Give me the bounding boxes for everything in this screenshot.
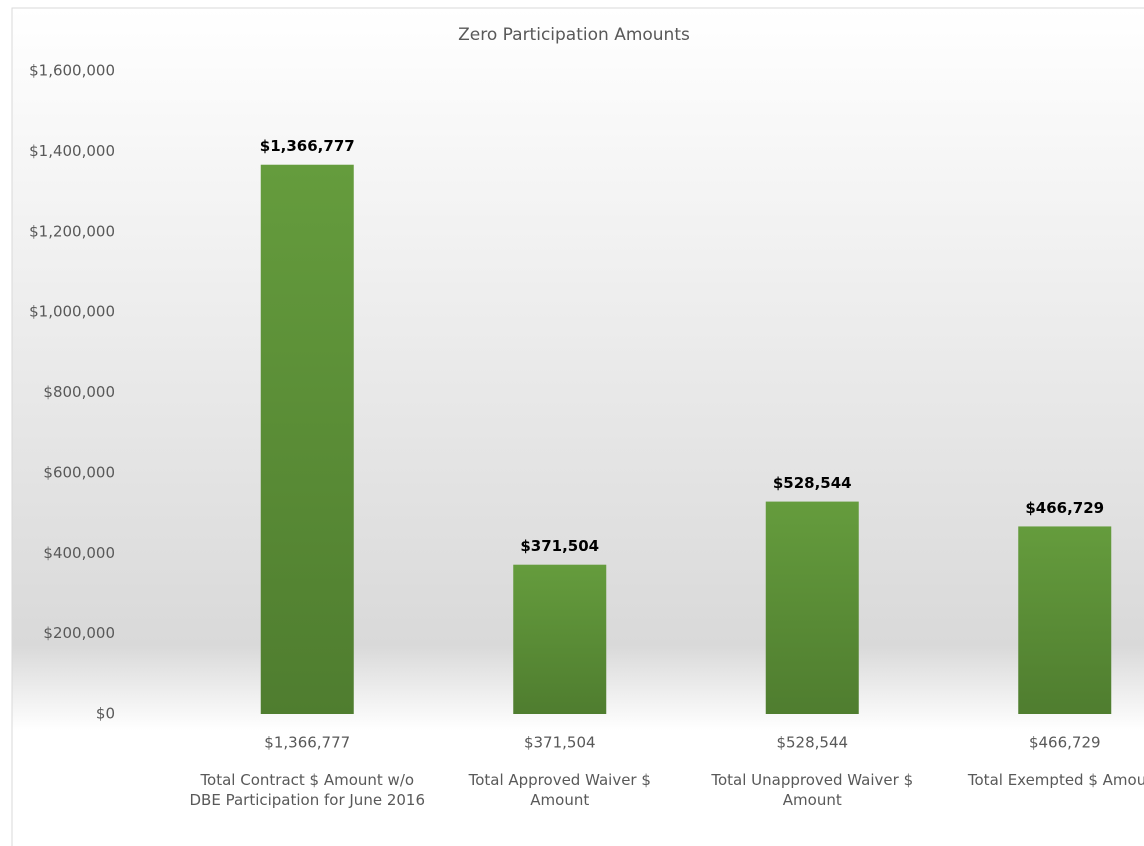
category-label: Total Exempted $ Amount — [967, 771, 1144, 789]
y-tick-label: $200,000 — [43, 624, 115, 642]
x-tick-label: $528,544 — [776, 734, 848, 752]
data-label: $371,504 — [520, 537, 599, 555]
bar — [260, 164, 354, 714]
data-label: $466,729 — [1025, 499, 1104, 517]
y-tick-label: $0 — [96, 705, 115, 723]
category-text: Total Unapproved Waiver $ Amount — [711, 771, 914, 809]
bar — [513, 564, 607, 714]
category-label: Total Contract $ Amount w/o DBE Particip… — [189, 771, 426, 809]
category-text: Total Approved Waiver $ Amount — [468, 771, 651, 809]
x-tick-label: $1,366,777 — [264, 734, 350, 752]
y-tick-label: $1,000,000 — [29, 303, 115, 321]
y-tick-label: $1,600,000 — [29, 62, 115, 80]
category-label: Total Unapproved Waiver $ Amount — [711, 771, 914, 809]
chart-area — [11, 7, 1144, 846]
category-text: Total Contract $ Amount w/o DBE Particip… — [189, 771, 426, 809]
x-tick-label: $466,729 — [1029, 734, 1101, 752]
y-tick-label: $1,400,000 — [29, 142, 115, 160]
y-tick-label: $1,200,000 — [29, 222, 115, 240]
bar — [1018, 526, 1112, 714]
y-tick-label: $600,000 — [43, 463, 115, 481]
y-tick-label: $800,000 — [43, 383, 115, 401]
data-label: $1,366,777 — [260, 137, 355, 155]
category-text: Total Exempted $ Amount — [967, 771, 1144, 789]
category-label: Total Approved Waiver $ Amount — [468, 771, 651, 809]
data-label: $528,544 — [773, 474, 852, 492]
y-tick-label: $400,000 — [43, 544, 115, 562]
chart-title: Zero Participation Amounts — [458, 25, 690, 45]
x-tick-label: $371,504 — [524, 734, 596, 752]
bar — [765, 501, 859, 714]
